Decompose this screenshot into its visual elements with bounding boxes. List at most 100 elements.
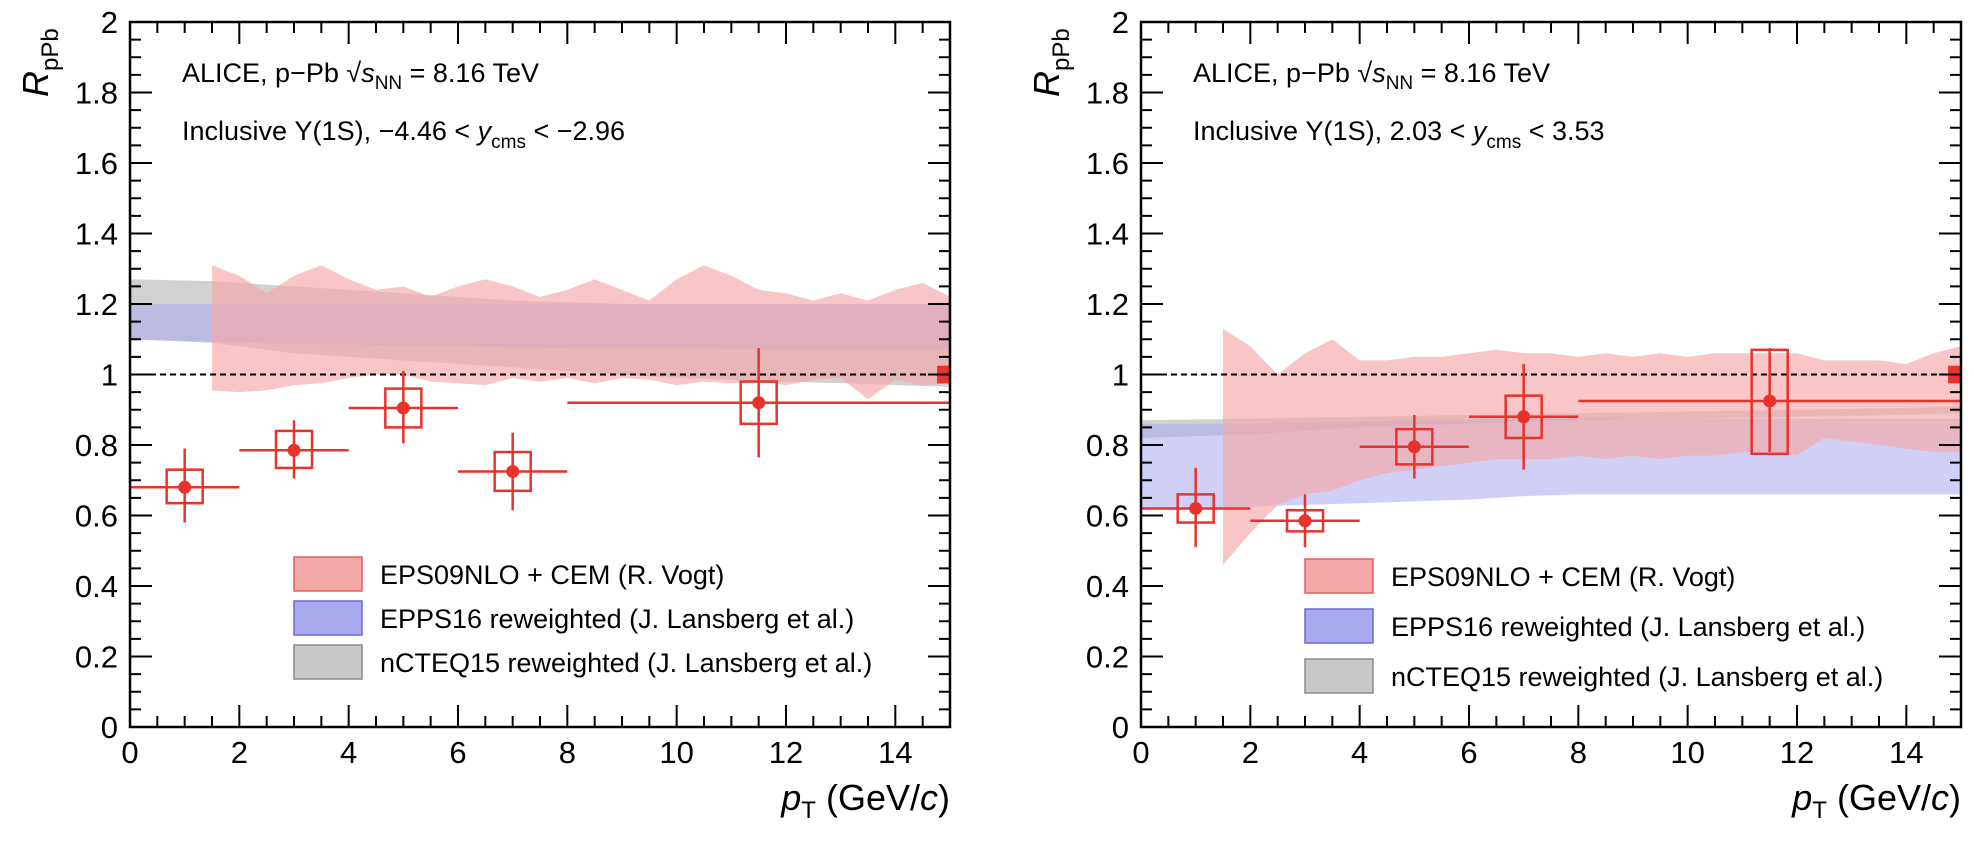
x-axis-title-close: ) bbox=[938, 777, 950, 818]
y-tick-label: 0.8 bbox=[1086, 428, 1129, 463]
legend-item-eps09: EPS09NLO + CEM (R. Vogt) bbox=[293, 556, 724, 592]
annotation-line-1-prefix: ALICE, p−Pb bbox=[1193, 58, 1357, 88]
data-marker bbox=[506, 464, 520, 478]
x-axis-title-sub: T bbox=[1812, 797, 1827, 824]
ticks bbox=[1140, 21, 1962, 728]
panel-right: 0 2 4 6 8 10 12 14 0 0.2 0.4 0.6 0.8 1 1.2 1.4 1.6 1.8 2 Rp… bbox=[1026, 5, 1963, 824]
data-point bbox=[1250, 494, 1360, 548]
data-point bbox=[458, 432, 568, 511]
y-tick-label: 0.4 bbox=[75, 569, 118, 604]
y-tick-label: 1.2 bbox=[75, 287, 118, 322]
annotation-line-2-cms: cms bbox=[491, 132, 526, 153]
x-axis-title-c: c bbox=[920, 777, 938, 818]
x-tick-label: 2 bbox=[231, 735, 248, 770]
data-marker bbox=[1189, 501, 1203, 515]
y-axis-title: RpPb bbox=[15, 28, 64, 97]
annotation-line-1-nn: NN bbox=[375, 73, 402, 94]
annotation-line-1-suffix: = 8.16 TeV bbox=[402, 58, 539, 88]
data-marker bbox=[287, 443, 301, 457]
legend-swatch-eps09 bbox=[1304, 558, 1374, 594]
data-point bbox=[567, 348, 950, 458]
y-tick-label: 1.6 bbox=[1086, 146, 1129, 181]
annotation-line-1-s: s bbox=[361, 58, 375, 88]
annotation-line-2: Inclusive Υ(1S), 2.03 < ycms < 3.53 bbox=[1193, 116, 1605, 153]
y-tick-label: 0.6 bbox=[75, 499, 118, 534]
plot-area bbox=[130, 265, 950, 523]
y-tick-label: 0.2 bbox=[1086, 640, 1129, 675]
data-point bbox=[348, 370, 458, 444]
legend-swatch-epps16 bbox=[293, 600, 363, 636]
sqrt-sign: √ bbox=[1357, 58, 1372, 88]
legend-label-epps16: EPPS16 reweighted (J. Lansberg et al.) bbox=[380, 604, 854, 634]
legend-item-ncteq15: nCTEQ15 reweighted (J. Lansberg et al.) bbox=[293, 644, 872, 680]
y-tick-label: 2 bbox=[101, 5, 118, 40]
annotation-line-1-s: s bbox=[1372, 58, 1386, 88]
y-tick-label: 1.8 bbox=[1086, 76, 1129, 111]
annotation-line-2-prefix: Inclusive Υ(1S), 2.03 < bbox=[1193, 116, 1473, 146]
data-marker bbox=[396, 401, 410, 415]
annotation-line-1-suffix: = 8.16 TeV bbox=[1413, 58, 1550, 88]
y-tick-label: 0 bbox=[1112, 710, 1129, 745]
y-tick-label: 0.4 bbox=[1086, 569, 1129, 604]
y-axis-title-sub: pPb bbox=[37, 28, 64, 71]
x-tick-label: 6 bbox=[1460, 735, 1477, 770]
x-axis-title: pT (GeV/c) bbox=[780, 777, 950, 824]
legend-label-ncteq15: nCTEQ15 reweighted (J. Lansberg et al.) bbox=[380, 648, 872, 678]
x-tick-label: 0 bbox=[121, 735, 138, 770]
annotation-line-2-suffix: < −2.96 bbox=[526, 116, 625, 146]
annotation-line-2-cms: cms bbox=[1486, 132, 1521, 153]
y-axis-title-main: R bbox=[15, 71, 56, 97]
legend: EPS09NLO + CEM (R. Vogt) EPPS16 reweighte… bbox=[293, 556, 872, 680]
y-tick-label: 1.2 bbox=[1086, 287, 1129, 322]
annotation-line-1: ALICE, p−Pb √sNN = 8.16 TeV bbox=[182, 58, 539, 94]
eps09-band bbox=[212, 265, 950, 400]
plot-area bbox=[1141, 328, 1961, 565]
data-point bbox=[1469, 363, 1579, 470]
y-axis-title: RpPb bbox=[1026, 28, 1075, 97]
y-tick-label: 1.4 bbox=[75, 217, 118, 252]
x-tick-label: 6 bbox=[449, 735, 466, 770]
legend-label-ncteq15: nCTEQ15 reweighted (J. Lansberg et al.) bbox=[1391, 662, 1883, 692]
annotation-line-1-prefix: ALICE, p−Pb bbox=[182, 58, 346, 88]
x-axis-title-sub: T bbox=[801, 797, 816, 824]
data-marker bbox=[1517, 410, 1531, 424]
annotation-line-2-y: y bbox=[1471, 116, 1488, 146]
x-tick-label: 4 bbox=[1351, 735, 1368, 770]
data-point bbox=[239, 420, 349, 479]
x-axis-title-unit: (GeV/ bbox=[1827, 777, 1931, 818]
data-point bbox=[1359, 415, 1469, 479]
legend-swatch-eps09 bbox=[293, 556, 363, 592]
x-axis-title-main: p bbox=[780, 777, 801, 818]
sqrt-sign: √ bbox=[346, 58, 361, 88]
legend-item-epps16: EPPS16 reweighted (J. Lansberg et al.) bbox=[293, 600, 854, 636]
x-tick-label: 8 bbox=[1570, 735, 1587, 770]
ticks bbox=[129, 21, 951, 728]
x-tick-label: 4 bbox=[340, 735, 357, 770]
x-tick-label: 10 bbox=[1670, 735, 1704, 770]
legend-label-epps16: EPPS16 reweighted (J. Lansberg et al.) bbox=[1391, 612, 1865, 642]
annotation-line-2-y: y bbox=[476, 116, 493, 146]
annotation-line-1: ALICE, p−Pb √sNN = 8.16 TeV bbox=[1193, 58, 1550, 94]
x-axis-title: pT (GeV/c) bbox=[1791, 777, 1961, 824]
data-marker bbox=[1407, 440, 1421, 454]
data-marker bbox=[178, 480, 192, 494]
y-tick-label: 1 bbox=[1112, 358, 1129, 393]
legend-swatch-ncteq15 bbox=[293, 644, 363, 680]
annotation-line-1-nn: NN bbox=[1386, 73, 1413, 94]
data-point bbox=[1578, 348, 1961, 456]
y-tick-label: 0.8 bbox=[75, 428, 118, 463]
x-tick-label: 14 bbox=[878, 735, 912, 770]
data-marker bbox=[1763, 394, 1777, 408]
legend-item-ncteq15: nCTEQ15 reweighted (J. Lansberg et al.) bbox=[1304, 658, 1883, 694]
data-point bbox=[1141, 467, 1251, 548]
y-tick-label: 1.8 bbox=[75, 76, 118, 111]
x-tick-label: 14 bbox=[1889, 735, 1923, 770]
y-axis-title-sub: pPb bbox=[1048, 28, 1075, 71]
x-axis-title-close: ) bbox=[1949, 777, 1961, 818]
data-point bbox=[130, 448, 240, 523]
y-tick-label: 0.6 bbox=[1086, 499, 1129, 534]
x-tick-label: 0 bbox=[1132, 735, 1149, 770]
y-tick-label: 1.6 bbox=[75, 146, 118, 181]
legend: EPS09NLO + CEM (R. Vogt) EPPS16 reweighte… bbox=[1304, 558, 1883, 694]
